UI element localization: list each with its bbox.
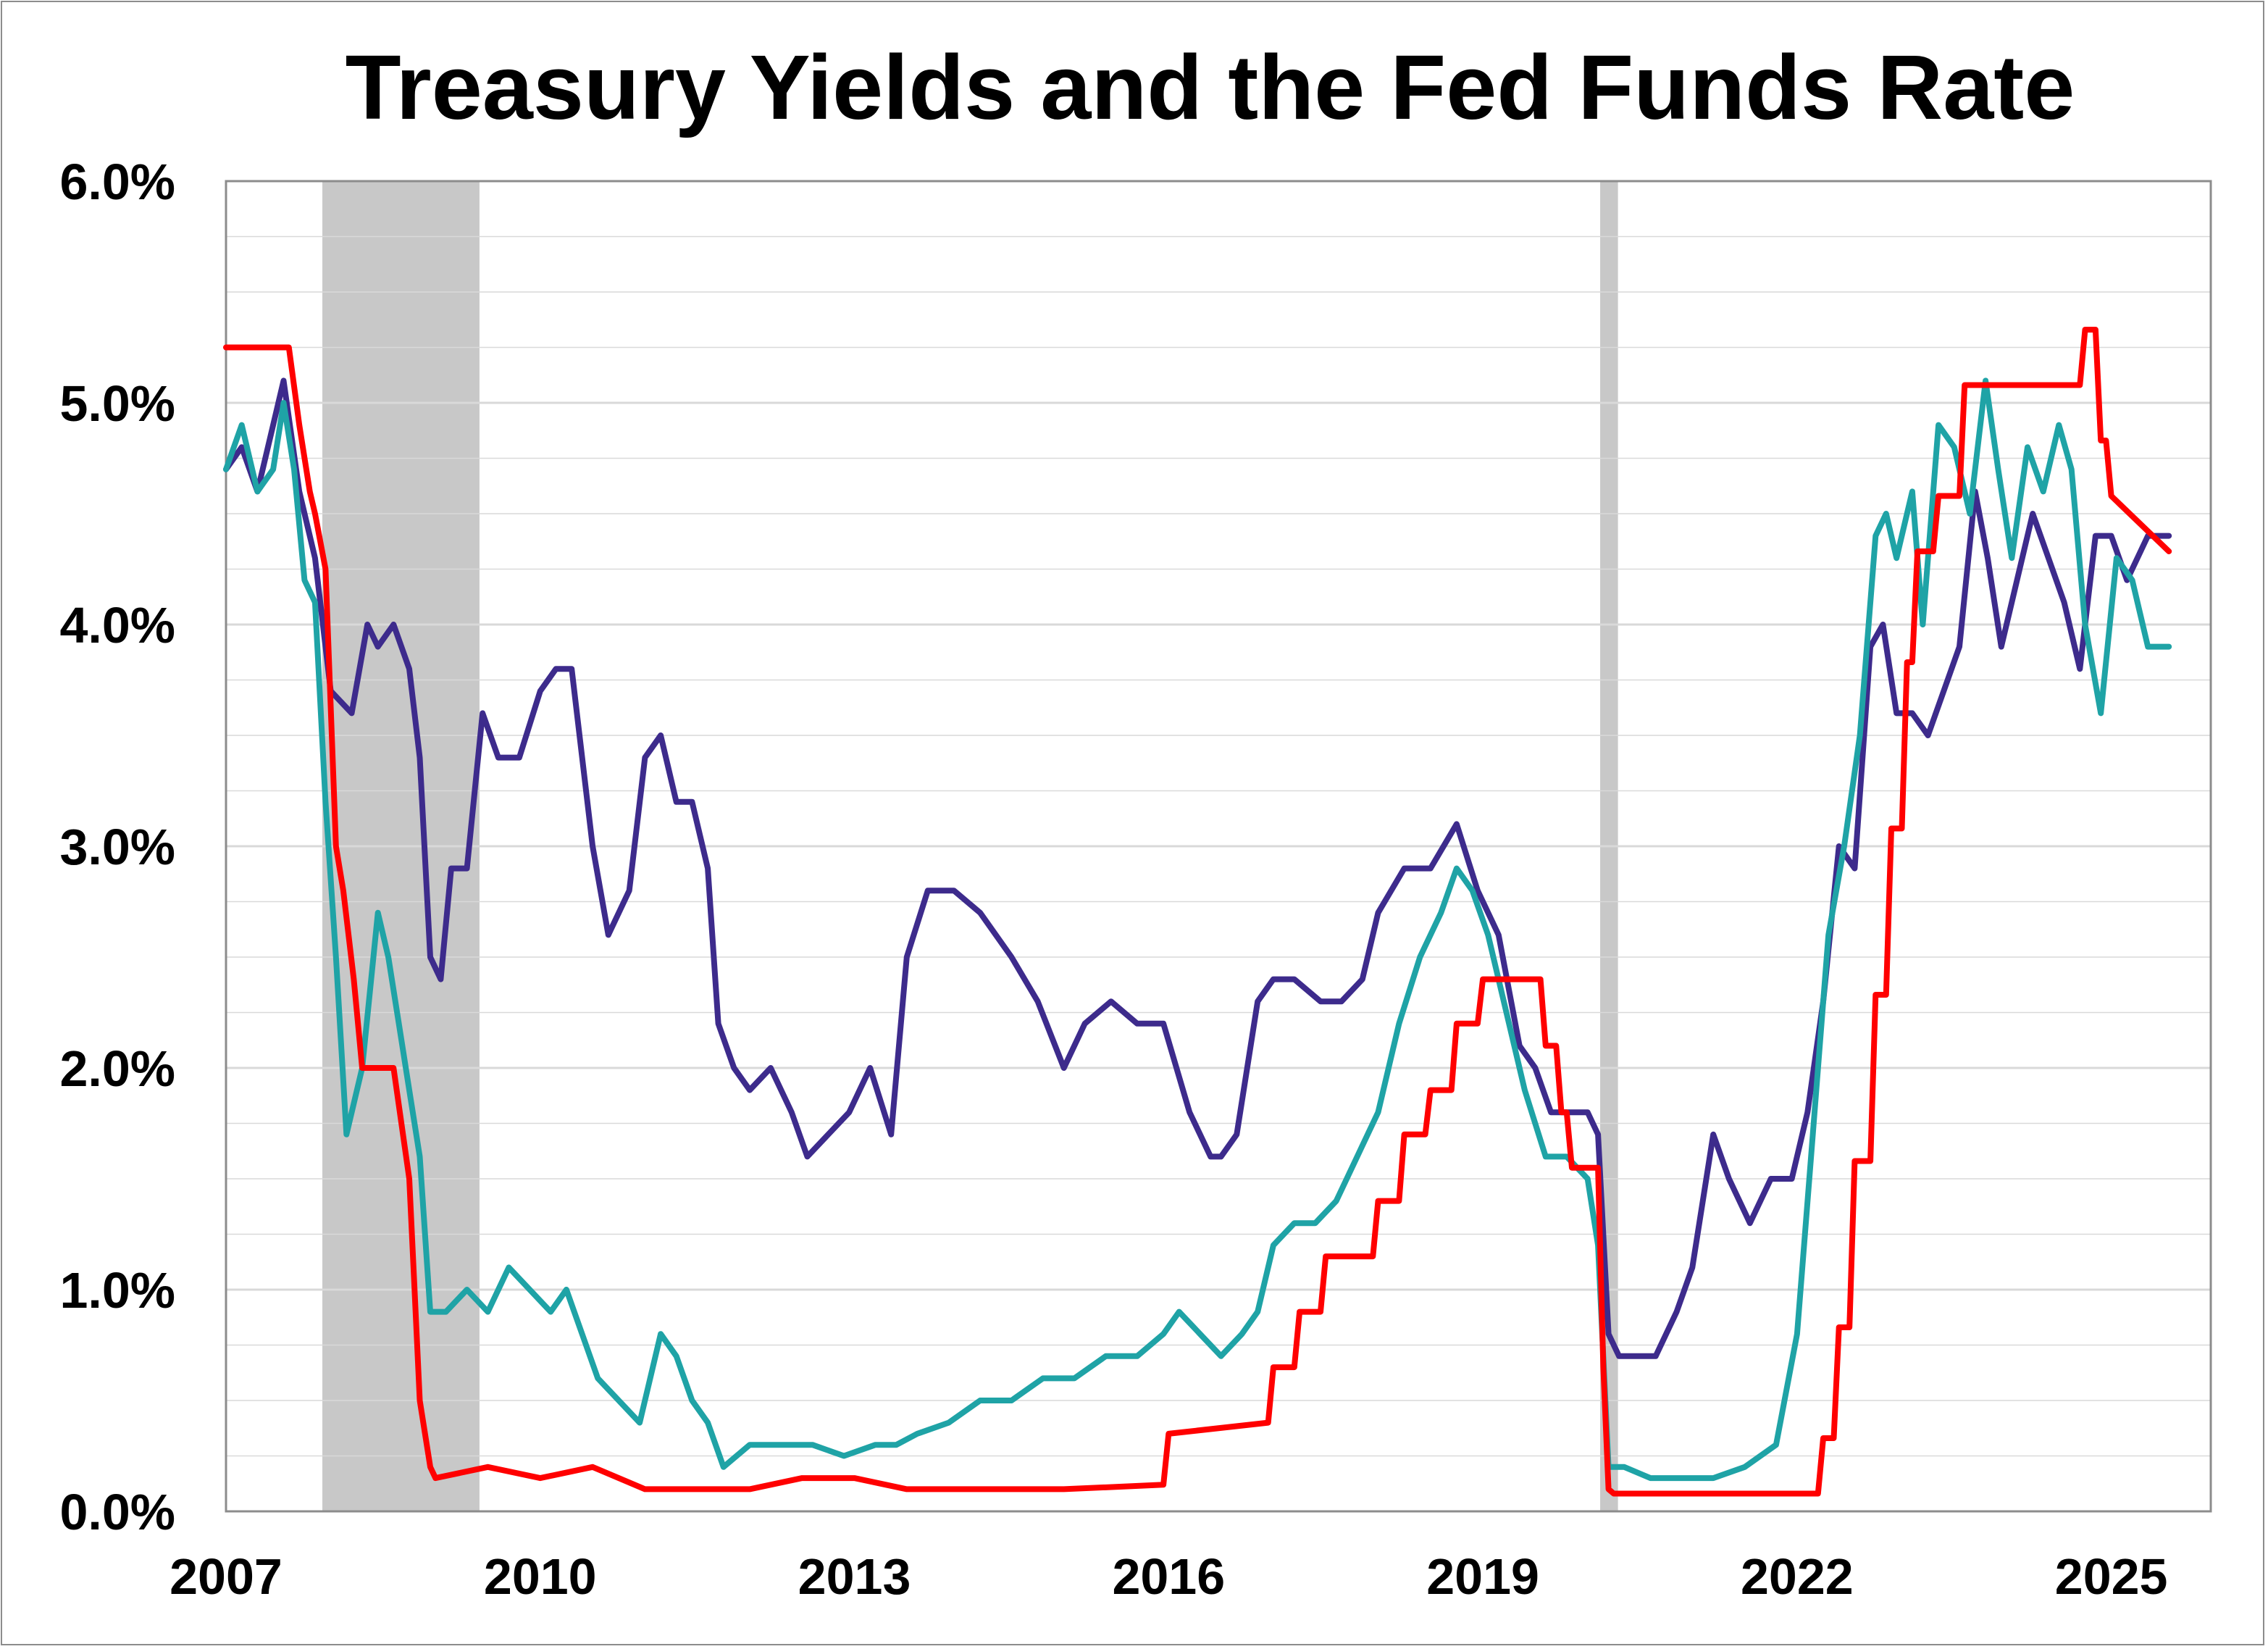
y-tick-label: 6.0% — [59, 154, 175, 210]
y-tick-label: 3.0% — [59, 819, 175, 875]
x-tick-label: 2013 — [798, 1548, 911, 1605]
y-tick-label: 0.0% — [59, 1484, 175, 1540]
chart-title: Treasury Yields and the Fed Funds Rate — [345, 36, 2075, 138]
x-tick-label: 2016 — [1112, 1548, 1225, 1605]
y-tick-label: 1.0% — [59, 1262, 175, 1319]
plot-area-border — [225, 180, 2212, 1513]
x-tick-label: 2007 — [170, 1548, 283, 1605]
series-line-2 — [223, 377, 2172, 1482]
y-tick-label: 2.0% — [59, 1040, 175, 1097]
y-tick-label: 5.0% — [59, 375, 175, 432]
series-line-1 — [223, 377, 2172, 1359]
x-tick-label: 2019 — [1426, 1548, 1539, 1605]
series-line-3 — [223, 327, 2172, 1497]
x-tick-label: 2022 — [1741, 1548, 1854, 1605]
y-tick-label: 4.0% — [59, 597, 175, 654]
x-tick-label: 2025 — [2055, 1548, 2168, 1605]
x-tick-label: 2010 — [484, 1548, 597, 1605]
